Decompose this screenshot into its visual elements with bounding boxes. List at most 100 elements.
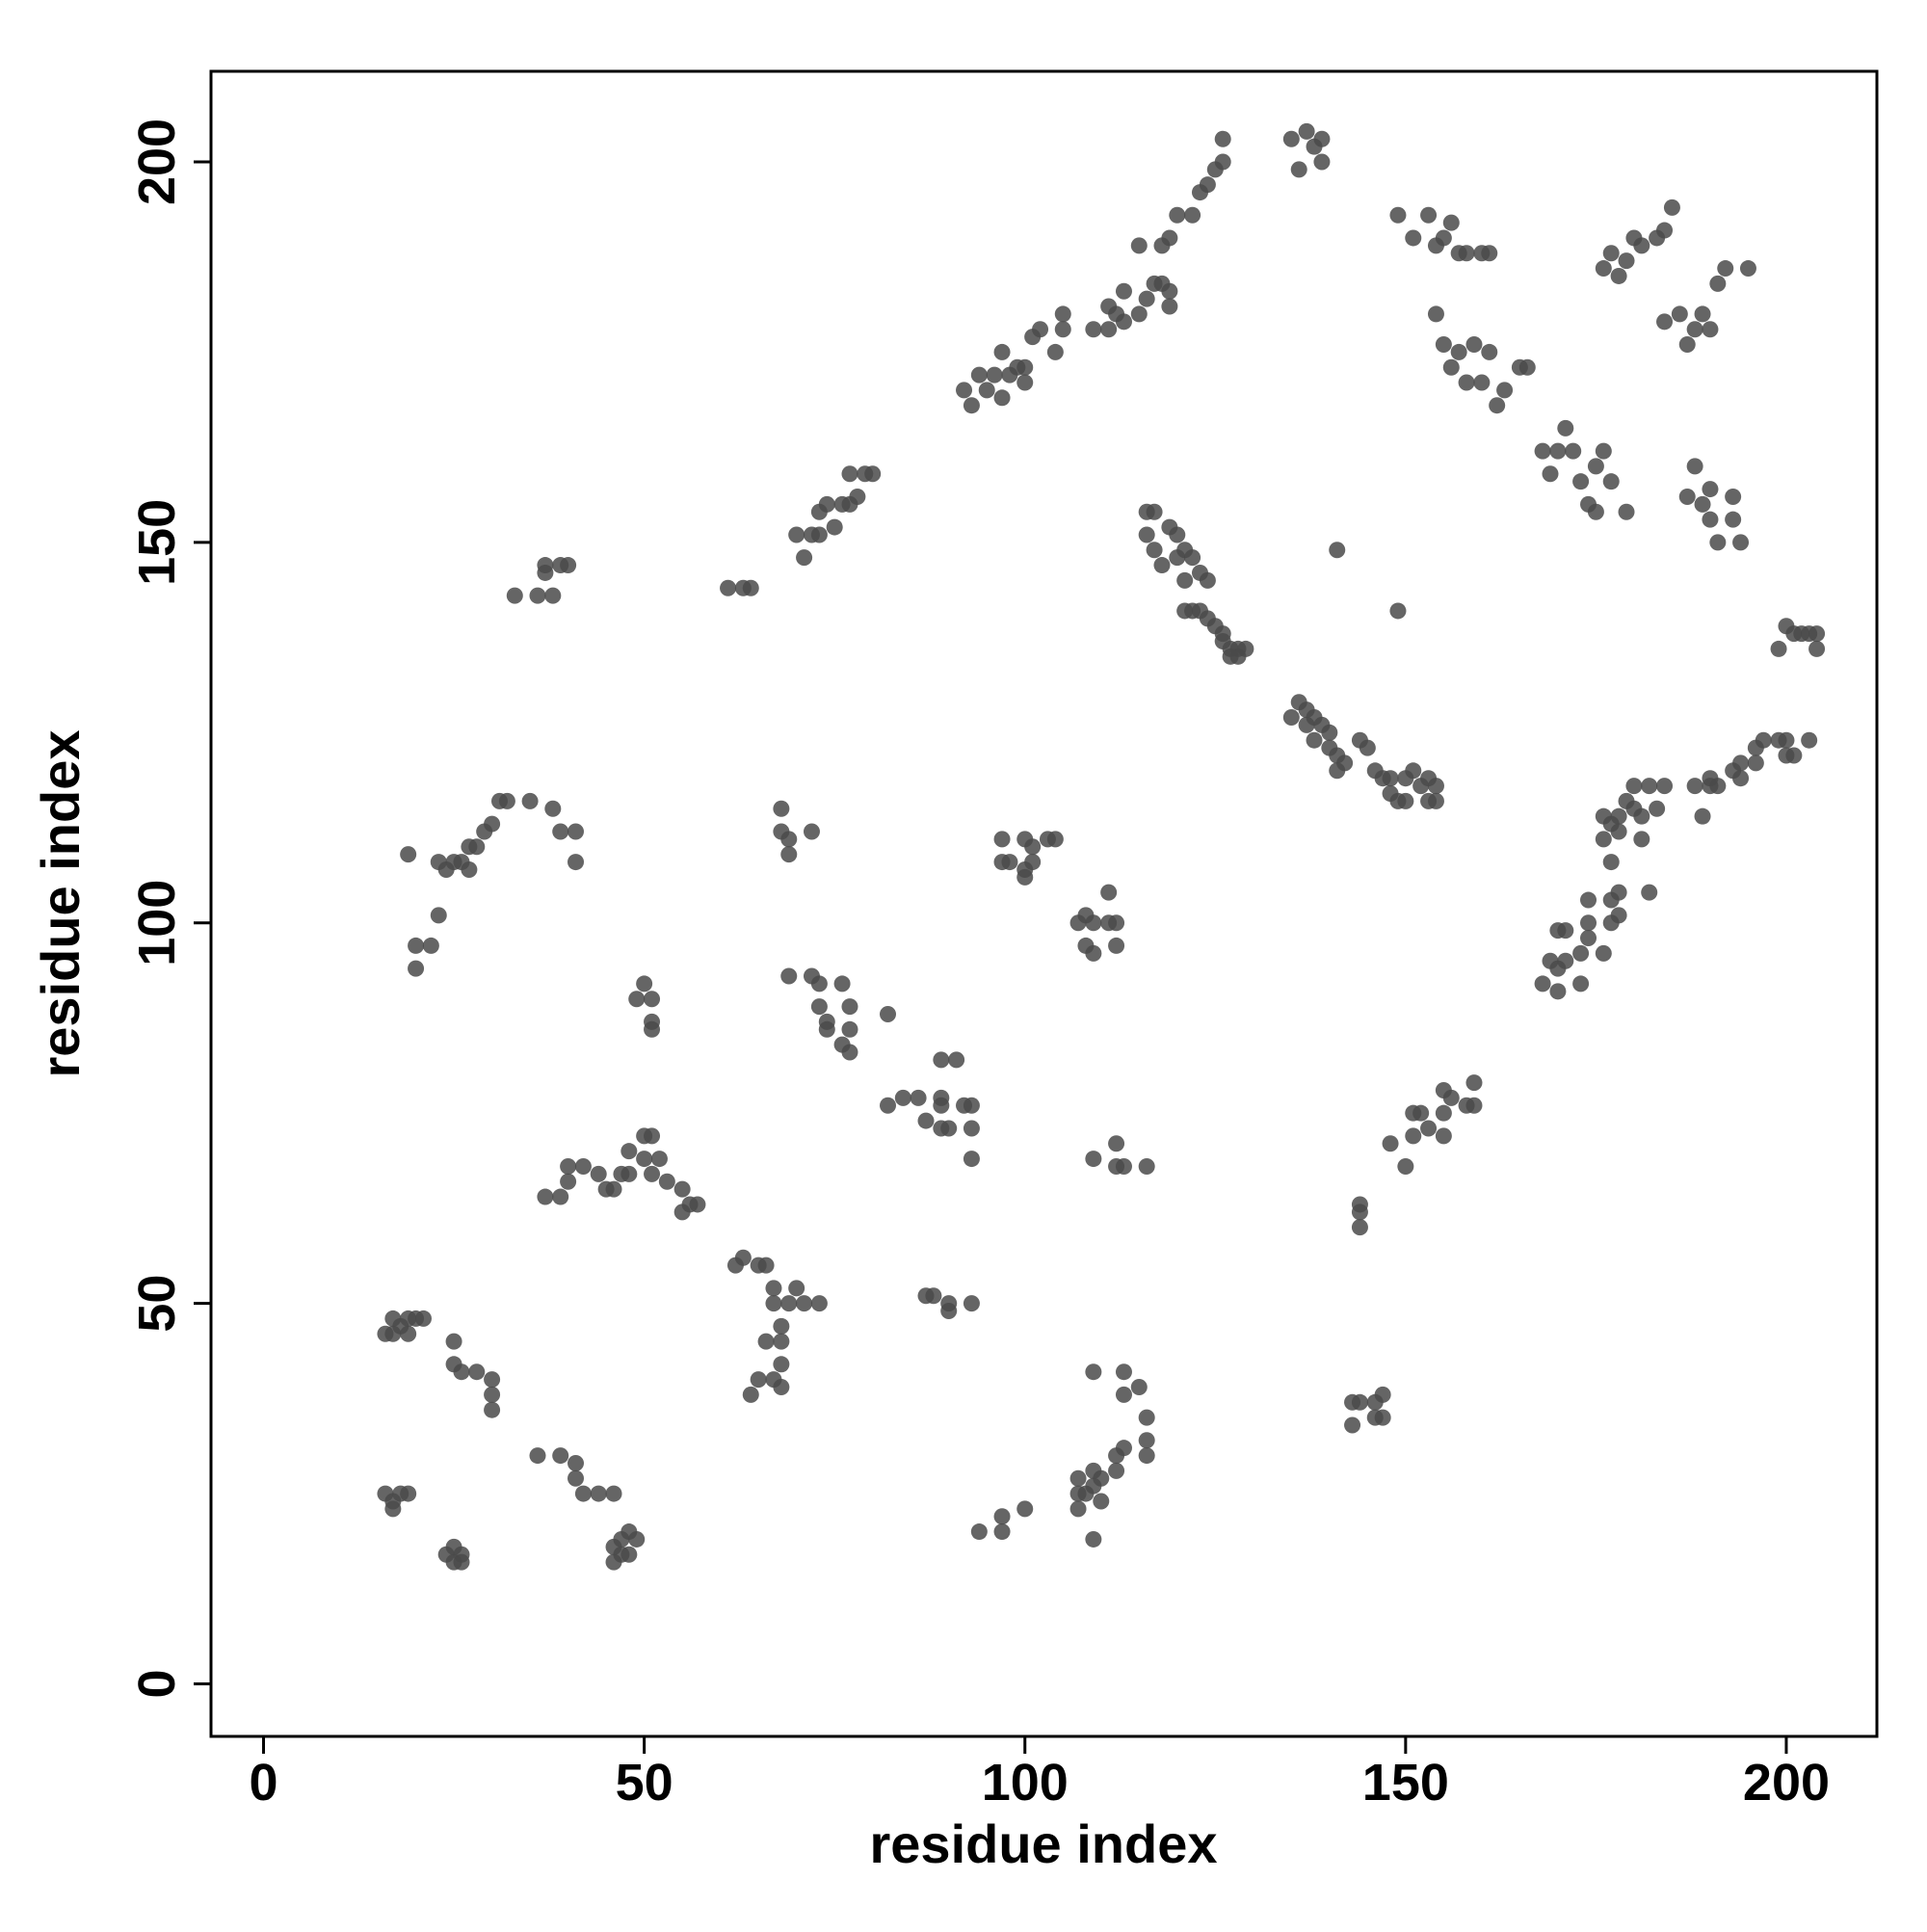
contact-point — [993, 1523, 1011, 1541]
contact-point — [1595, 260, 1612, 278]
contact-point — [1481, 343, 1498, 360]
contact-point — [1374, 1409, 1391, 1426]
x-tick-label: 50 — [616, 1754, 673, 1812]
contact-point — [1306, 731, 1323, 749]
contact-point — [644, 1020, 661, 1038]
contact-point — [521, 792, 539, 809]
contact-point — [1542, 465, 1559, 483]
contact-point — [1085, 1530, 1102, 1548]
contact-point — [1138, 1432, 1155, 1449]
contact-point — [529, 587, 546, 604]
contact-point — [1565, 442, 1582, 460]
contact-point — [880, 1006, 897, 1023]
contact-point — [689, 1196, 706, 1213]
y-tick-label: 100 — [128, 880, 186, 966]
contact-point — [1085, 914, 1102, 932]
contact-point — [1641, 778, 1658, 795]
contact-point — [956, 382, 973, 399]
contact-point — [498, 792, 515, 809]
contact-point — [993, 831, 1011, 848]
contact-point — [461, 860, 478, 878]
contact-point — [1344, 1416, 1361, 1434]
contact-point — [1130, 1378, 1148, 1395]
contact-point — [484, 1371, 501, 1389]
contact-point — [484, 1401, 501, 1418]
contact-point — [1602, 245, 1620, 262]
contact-point — [773, 1333, 790, 1350]
contact-point — [963, 397, 980, 414]
contact-point — [1534, 442, 1551, 460]
contact-point — [1702, 511, 1719, 528]
contact-point — [1138, 1409, 1155, 1426]
contact-point — [1108, 1462, 1125, 1479]
contact-point — [1427, 778, 1444, 795]
contact-point — [636, 975, 653, 992]
x-axis-label: residue index — [869, 1813, 1217, 1874]
contact-point — [1587, 458, 1604, 475]
contact-point — [1709, 778, 1727, 795]
contact-point — [773, 1378, 790, 1395]
contact-point — [1161, 229, 1178, 247]
contact-point — [1069, 1469, 1087, 1487]
contact-point — [803, 823, 820, 840]
contact-point — [384, 1500, 402, 1518]
contact-point — [408, 960, 425, 977]
contact-point — [1671, 305, 1688, 323]
contact-point — [453, 1363, 470, 1381]
contact-point — [1389, 602, 1407, 620]
contact-point — [1808, 625, 1826, 643]
contact-point — [948, 1051, 965, 1069]
contact-point — [1336, 754, 1354, 772]
contact-point — [1138, 1157, 1155, 1175]
contact-point — [1329, 542, 1346, 559]
contact-point — [993, 343, 1011, 360]
contact-point — [1686, 458, 1703, 475]
contact-point — [1618, 252, 1635, 270]
contact-point — [1435, 229, 1452, 247]
contact-point — [544, 800, 562, 817]
contact-point — [1633, 237, 1650, 254]
contact-point — [568, 1454, 585, 1471]
contact-point — [1709, 275, 1727, 292]
contact-point — [574, 1157, 592, 1175]
contact-point — [1282, 130, 1300, 147]
contact-point — [1313, 130, 1331, 147]
contact-point — [864, 465, 882, 483]
contact-point — [1549, 983, 1567, 1000]
contact-point — [568, 1469, 585, 1487]
contact-point — [605, 1485, 622, 1502]
contact-point — [506, 587, 523, 604]
contact-point — [1184, 206, 1201, 224]
contact-point — [1282, 709, 1300, 727]
contact-point — [1442, 214, 1460, 231]
contact-point — [1725, 488, 1742, 505]
contact-point — [826, 518, 843, 536]
contact-point — [1435, 1127, 1452, 1145]
contact-point — [833, 975, 851, 992]
contact-point — [841, 998, 858, 1016]
contact-point — [1237, 640, 1254, 657]
contact-point — [414, 1310, 432, 1327]
contact-point — [1093, 1469, 1110, 1487]
contact-point — [1100, 321, 1118, 338]
contact-point — [1024, 838, 1042, 856]
contact-point — [590, 1165, 607, 1182]
contact-point — [1016, 868, 1034, 886]
contact-point — [1557, 419, 1574, 437]
contact-point — [963, 1151, 980, 1168]
contact-point — [1595, 442, 1612, 460]
contact-point — [773, 800, 790, 817]
contact-point — [1610, 907, 1627, 924]
contact-point — [529, 1447, 546, 1465]
contact-point — [963, 1120, 980, 1137]
contact-point — [1100, 884, 1118, 901]
contact-point — [400, 846, 417, 863]
contact-point — [1465, 1074, 1483, 1092]
contact-point — [453, 1553, 470, 1571]
contact-point — [1016, 358, 1034, 376]
contact-point — [1153, 557, 1171, 574]
contact-point — [765, 1295, 782, 1312]
contact-point — [841, 1044, 858, 1061]
